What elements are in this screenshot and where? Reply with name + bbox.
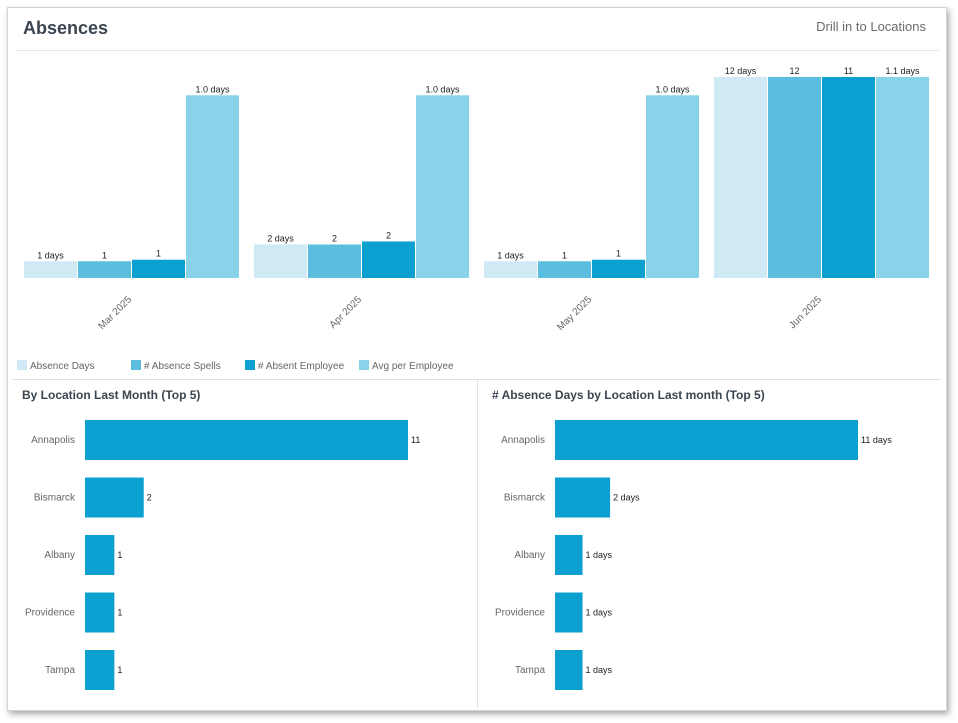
legend-item-absence-days[interactable]: Absence Days bbox=[17, 360, 94, 372]
legend-swatch-absent-employee bbox=[245, 360, 255, 370]
absence-days-value-label-tampa: 1 days bbox=[586, 665, 613, 675]
drill-in-locations-link[interactable]: Drill in to Locations bbox=[816, 19, 926, 34]
location-bar-bismarck[interactable] bbox=[85, 477, 144, 518]
location-chart-title: By Location Last Month (Top 5) bbox=[22, 388, 201, 402]
data-label-jun-2025-absence-days: 12 days bbox=[725, 66, 757, 76]
bar-jun-2025-avg-per-employee[interactable] bbox=[876, 77, 929, 278]
bar-apr-2025-absent-employee[interactable] bbox=[362, 241, 415, 278]
bar-jun-2025-absent-employee[interactable] bbox=[822, 77, 875, 278]
location-bar-annapolis[interactable] bbox=[85, 420, 408, 460]
absence-days-value-label-providence: 1 days bbox=[586, 608, 613, 618]
data-label-mar-2025-absent-employee: 1 bbox=[156, 249, 161, 259]
location-bar-albany[interactable] bbox=[85, 535, 115, 575]
absence-days-category-label-annapolis: Annapolis bbox=[501, 435, 545, 446]
data-label-may-2025-absence-spells: 1 bbox=[562, 250, 567, 260]
absence-days-value-label-annapolis: 11 days bbox=[861, 435, 892, 445]
header-divider bbox=[15, 50, 939, 51]
absence-days-bar-albany[interactable] bbox=[555, 535, 583, 575]
panel-divider bbox=[477, 380, 478, 708]
legend-label-absent-employee: # Absent Employee bbox=[258, 361, 345, 372]
bar-mar-2025-avg-per-employee[interactable] bbox=[186, 95, 239, 278]
legend-label-absence-spells: # Absence Spells bbox=[144, 361, 221, 372]
absence-days-value-label-albany: 1 days bbox=[586, 550, 613, 560]
data-label-apr-2025-absence-days: 2 days bbox=[267, 234, 294, 244]
absences-card: Absences Drill in to Locations 1 days 1 1 1… bbox=[7, 7, 947, 711]
section-divider bbox=[13, 379, 941, 380]
absence-days-location-bar-chart: Annapolis 11 days Bismarck 2 days Albany 1 da… bbox=[495, 420, 892, 690]
bar-may-2025-absence-spells[interactable] bbox=[538, 261, 591, 278]
legend-swatch-avg-per-employee bbox=[359, 360, 369, 370]
x-tick-label-may-2025: May 2025 bbox=[555, 294, 594, 333]
data-label-apr-2025-avg-per-employee: 1.0 days bbox=[425, 84, 460, 94]
legend-item-avg-per-employee[interactable]: Avg per Employee bbox=[359, 360, 454, 372]
legend-label-avg-per-employee: Avg per Employee bbox=[372, 361, 454, 372]
location-value-label-albany: 1 bbox=[117, 550, 122, 560]
bar-may-2025-absence-days[interactable] bbox=[484, 261, 537, 278]
bar-mar-2025-absence-days[interactable] bbox=[24, 261, 77, 278]
bar-may-2025-absent-employee[interactable] bbox=[592, 259, 645, 278]
location-bar-providence[interactable] bbox=[85, 592, 115, 633]
location-category-label-bismarck: Bismarck bbox=[34, 493, 76, 504]
bar-mar-2025-absent-employee[interactable] bbox=[132, 259, 185, 278]
absence-days-category-label-bismarck: Bismarck bbox=[504, 493, 546, 504]
page-title: Absences bbox=[23, 18, 109, 38]
x-tick-label-mar-2025: Mar 2025 bbox=[96, 294, 134, 332]
data-label-may-2025-absent-employee: 1 bbox=[616, 249, 621, 259]
legend-item-absent-employee[interactable]: # Absent Employee bbox=[245, 360, 344, 372]
absence-days-bar-bismarck[interactable] bbox=[555, 477, 611, 518]
location-value-label-tampa: 1 bbox=[117, 665, 122, 675]
absence-days-category-label-tampa: Tampa bbox=[515, 665, 545, 676]
absence-days-value-label-bismarck: 2 days bbox=[613, 493, 640, 503]
location-bar-chart: Annapolis 11 Bismarck 2 Albany 1 Providence 1 Ta… bbox=[25, 420, 420, 690]
location-category-label-annapolis: Annapolis bbox=[31, 435, 75, 446]
absence-days-category-label-providence: Providence bbox=[495, 608, 545, 619]
location-category-label-albany: Albany bbox=[44, 550, 75, 561]
bar-apr-2025-avg-per-employee[interactable] bbox=[416, 95, 469, 278]
x-tick-label-apr-2025: Apr 2025 bbox=[328, 294, 365, 331]
absence-days-category-label-albany: Albany bbox=[514, 550, 545, 561]
location-value-label-bismarck: 2 bbox=[147, 493, 152, 503]
bar-jun-2025-absence-days[interactable] bbox=[714, 77, 767, 278]
data-label-jun-2025-absence-spells: 12 bbox=[789, 66, 799, 76]
location-category-label-providence: Providence bbox=[25, 608, 75, 619]
bar-apr-2025-absence-spells[interactable] bbox=[308, 244, 361, 279]
data-label-apr-2025-absence-spells: 2 bbox=[332, 234, 337, 244]
legend-swatch-absence-days bbox=[17, 360, 27, 370]
legend-item-absence-spells[interactable]: # Absence Spells bbox=[131, 360, 221, 372]
data-label-mar-2025-avg-per-employee: 1.0 days bbox=[195, 84, 230, 94]
legend-swatch-absence-spells bbox=[131, 360, 141, 370]
absence-days-bar-annapolis[interactable] bbox=[555, 420, 858, 460]
data-label-jun-2025-absent-employee: 11 bbox=[844, 66, 853, 76]
data-label-jun-2025-avg-per-employee: 1.1 days bbox=[885, 66, 920, 76]
location-category-label-tampa: Tampa bbox=[45, 665, 75, 676]
bar-jun-2025-absence-spells[interactable] bbox=[768, 77, 821, 278]
bar-apr-2025-absence-days[interactable] bbox=[254, 244, 307, 279]
location-bar-tampa[interactable] bbox=[85, 650, 115, 690]
location-value-label-providence: 1 bbox=[117, 608, 122, 618]
absence-days-bar-providence[interactable] bbox=[555, 592, 583, 633]
data-label-mar-2025-absence-spells: 1 bbox=[102, 250, 107, 260]
absence-days-bar-tampa[interactable] bbox=[555, 650, 583, 690]
location-value-label-annapolis: 11 bbox=[411, 435, 420, 445]
bar-may-2025-avg-per-employee[interactable] bbox=[646, 95, 699, 278]
data-label-may-2025-avg-per-employee: 1.0 days bbox=[655, 84, 690, 94]
legend-label-absence-days: Absence Days bbox=[30, 361, 95, 372]
data-label-mar-2025-absence-days: 1 days bbox=[37, 250, 64, 260]
data-label-may-2025-absence-days: 1 days bbox=[497, 250, 524, 260]
absence-days-location-chart-title: # Absence Days by Location Last month (T… bbox=[492, 388, 765, 402]
data-label-apr-2025-absent-employee: 2 bbox=[386, 230, 391, 240]
x-tick-label-jun-2025: Jun 2025 bbox=[787, 294, 824, 331]
bar-mar-2025-absence-spells[interactable] bbox=[78, 261, 131, 278]
